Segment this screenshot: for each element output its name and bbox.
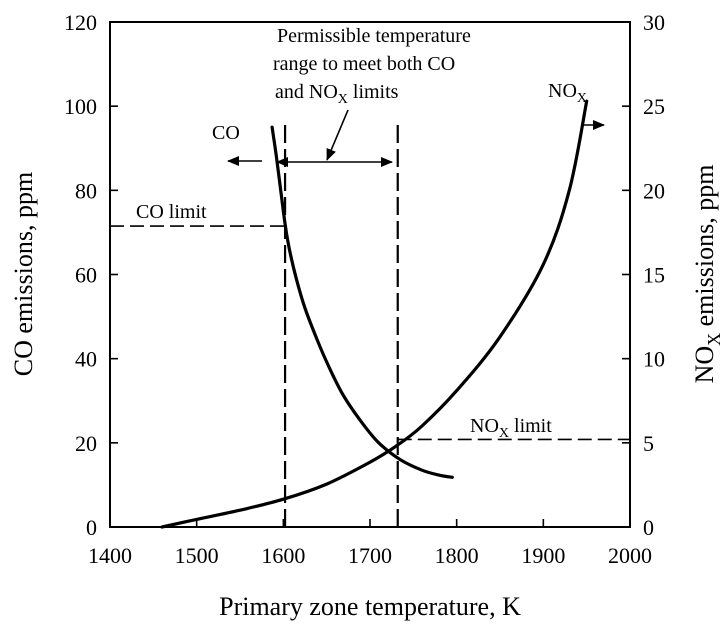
co-emissions-curve: [270, 125, 454, 479]
nox-limit-label: NOX limit: [470, 415, 552, 441]
left-tick-label: 40: [75, 347, 97, 372]
nox-emissions-curve: [160, 99, 589, 529]
left-axis-title: CO emissions, ppm: [9, 172, 38, 376]
x-tick-label: 1900: [521, 543, 565, 568]
right-tick-label: 25: [643, 94, 665, 119]
x-axis-ticks: 1400 1500 1600 1700 1800 1900 2000: [88, 519, 652, 568]
right-tick-label: 30: [643, 10, 665, 35]
x-tick-label: 1700: [348, 543, 392, 568]
left-tick-label: 60: [75, 263, 97, 288]
right-title-sub: X: [704, 333, 724, 346]
right-axis-title: NOX emissions, ppm: [690, 165, 724, 384]
range-annotation-line3: and NOX limits: [275, 81, 399, 107]
x-tick-label: 1600: [261, 543, 305, 568]
co-limit-label: CO limit: [136, 201, 207, 223]
range-line3-sub: X: [338, 92, 348, 107]
right-title-rest: emissions, ppm: [690, 165, 719, 333]
right-title-main: NO: [690, 346, 719, 384]
right-axis-ticks: 0 5 10 15 20 25 30: [622, 10, 665, 540]
nox-limit-rest: limit: [509, 415, 552, 437]
range-annotation-line2: range to meet both CO: [273, 53, 455, 75]
x-tick-label: 1800: [435, 543, 479, 568]
right-tick-label: 5: [643, 431, 654, 456]
right-tick-label: 15: [643, 263, 665, 288]
left-tick-label: 20: [75, 431, 97, 456]
right-tick-label: 10: [643, 347, 665, 372]
right-tick-label: 20: [643, 178, 665, 203]
left-tick-label: 80: [75, 178, 97, 203]
x-tick-label: 1400: [88, 543, 132, 568]
left-tick-label: 0: [86, 515, 97, 540]
nox-limit-sub: X: [499, 426, 509, 441]
x-tick-label: 1500: [175, 543, 219, 568]
range-line3-post: limits: [348, 81, 399, 103]
co-series-label: CO: [212, 122, 240, 144]
left-axis-ticks: 0 20 40 60 80 100 120: [64, 10, 118, 540]
range-annotation-line1: Permissible temperature: [277, 25, 471, 47]
left-tick-label: 100: [64, 94, 97, 119]
nox-label-main: NO: [548, 80, 577, 102]
nox-label-sub: X: [577, 91, 587, 106]
right-tick-label: 0: [643, 515, 654, 540]
nox-limit-main: NO: [470, 415, 499, 437]
x-axis-title: Primary zone temperature, K: [219, 592, 521, 621]
nox-series-label: NOX: [548, 80, 587, 106]
x-tick-label: 2000: [608, 543, 652, 568]
range-line3-pre: and NO: [275, 81, 338, 103]
left-tick-label: 120: [64, 10, 97, 35]
range-pointer-arrow: [326, 109, 349, 161]
